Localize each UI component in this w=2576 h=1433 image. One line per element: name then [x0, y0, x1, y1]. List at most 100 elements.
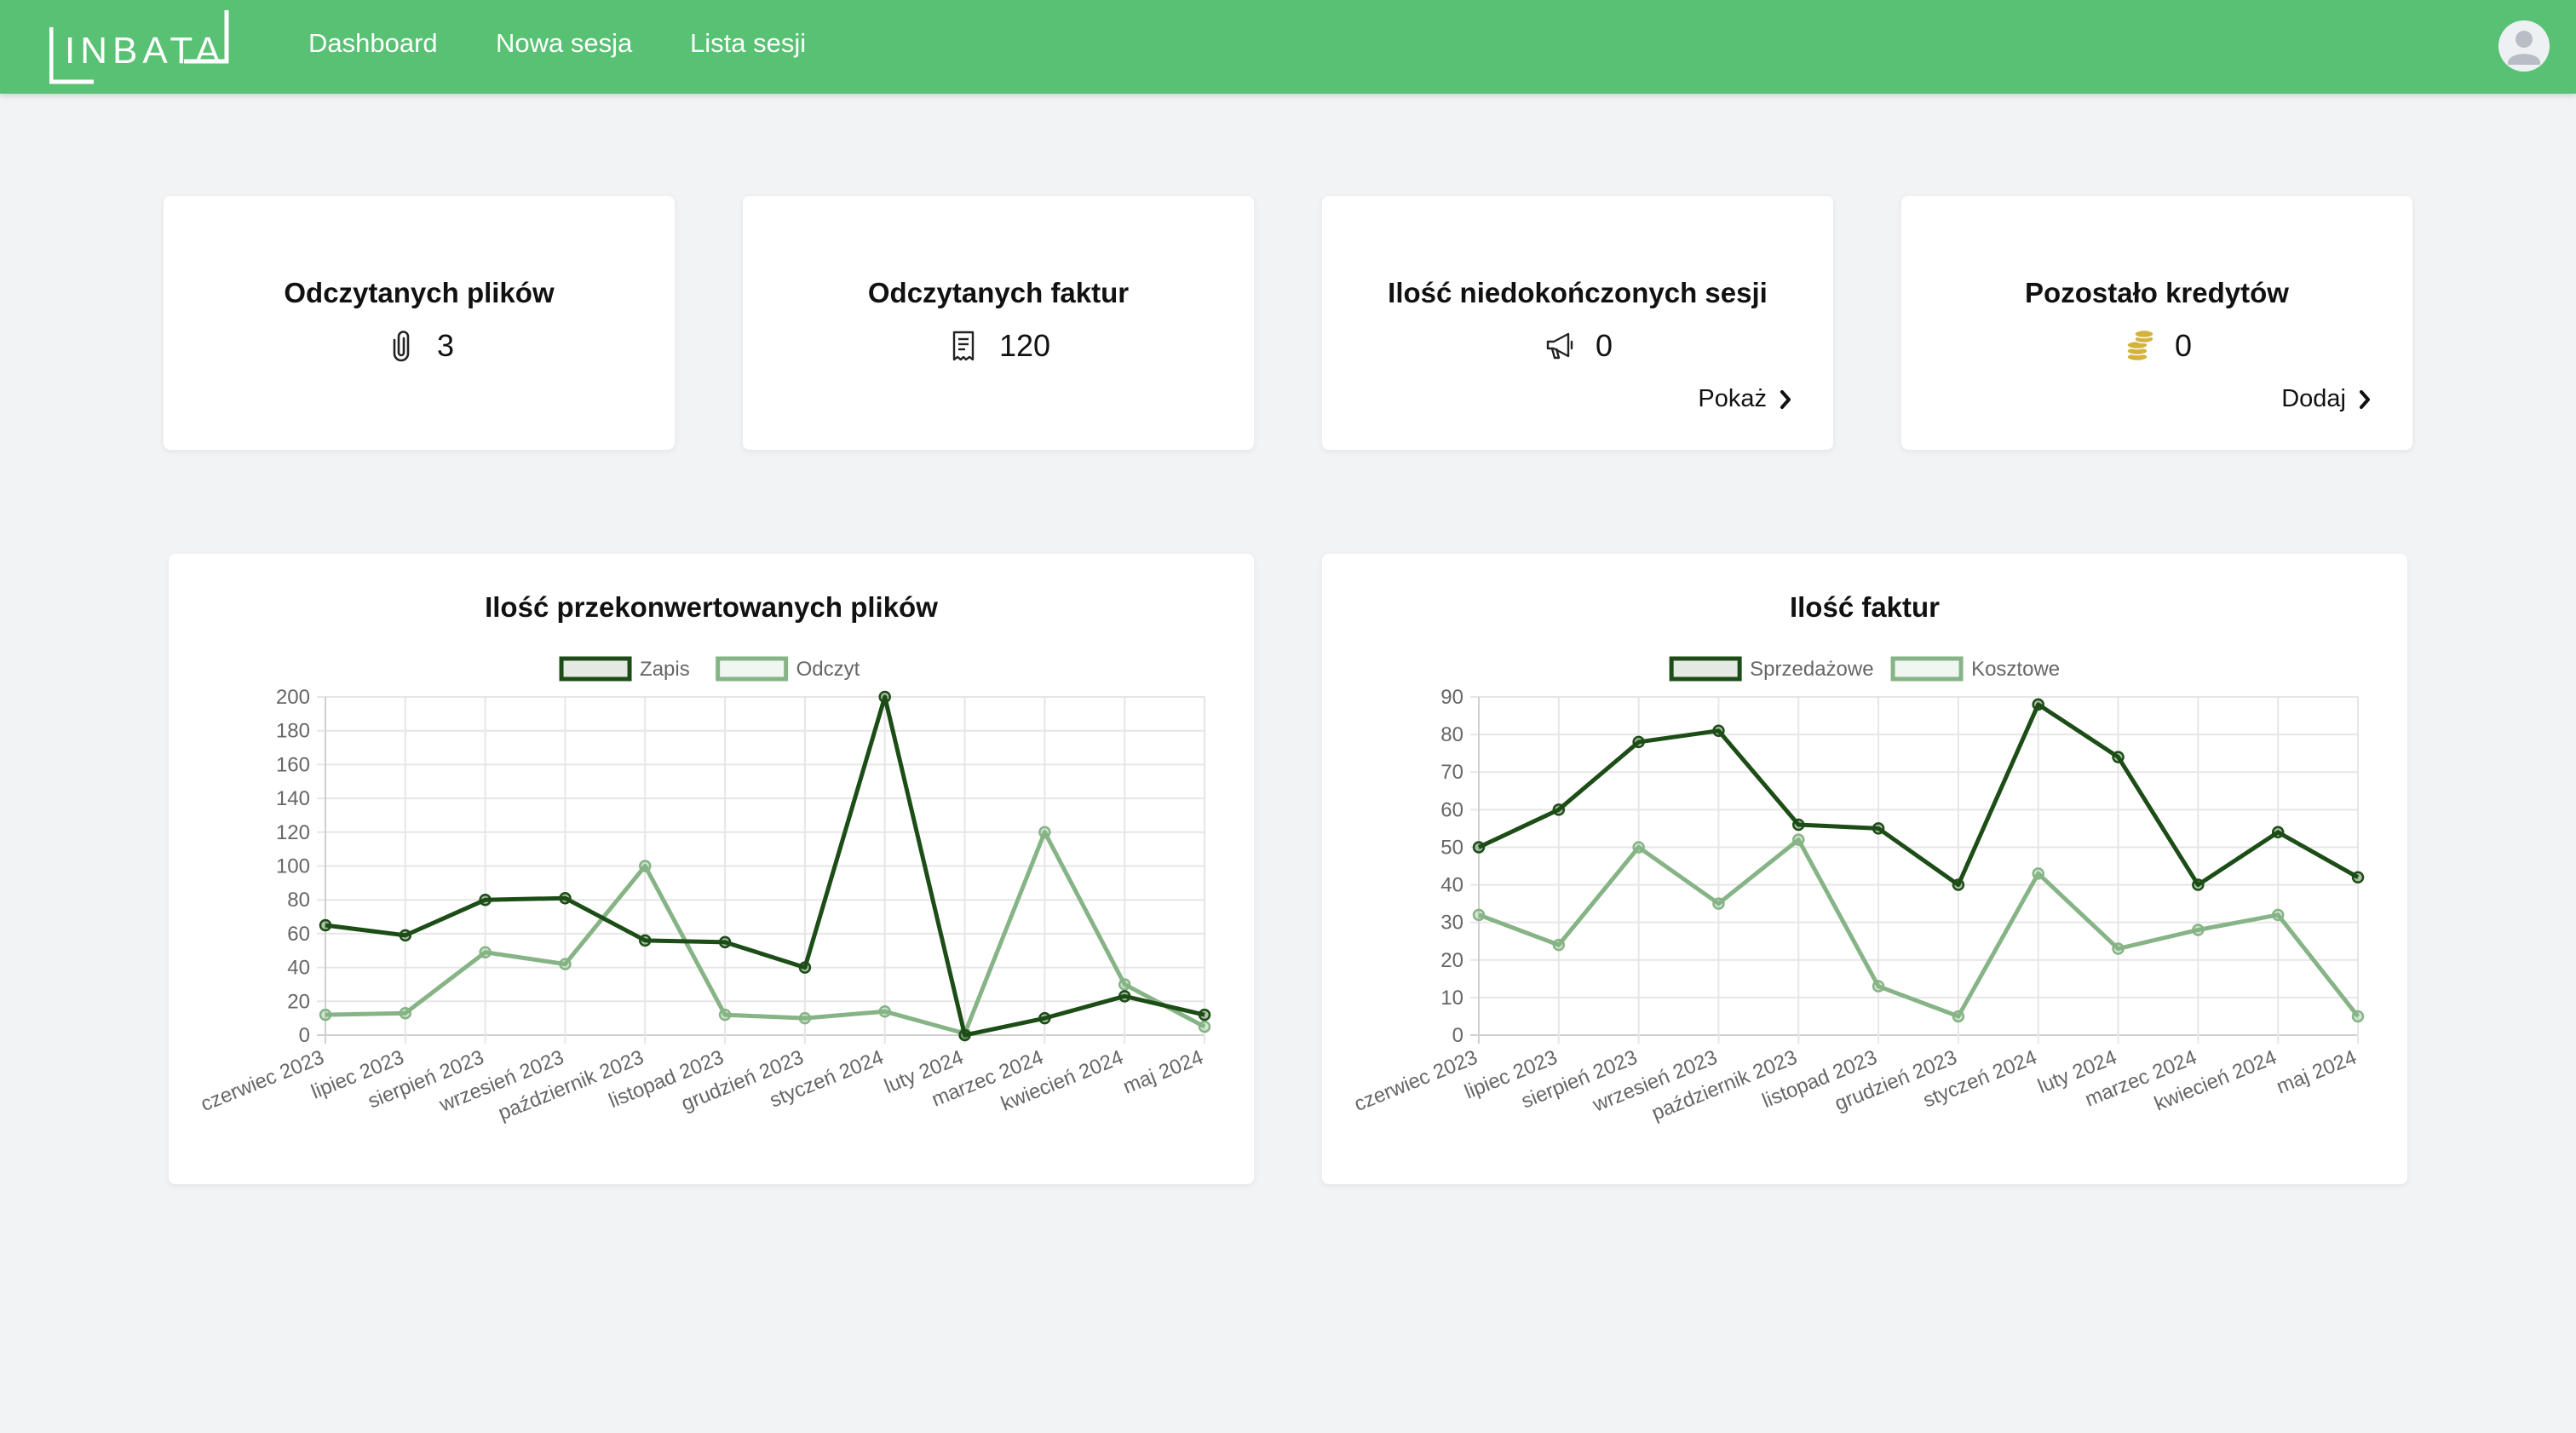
logo-text: INBATA [65, 30, 225, 72]
chevron-right-icon [2360, 389, 2370, 409]
data-point [1952, 878, 1965, 891]
user-avatar[interactable] [2498, 20, 2550, 72]
legend-item: Kosztowe [1890, 656, 2060, 682]
legend-item: Odczyt [716, 656, 860, 682]
series-kosztowe [1472, 833, 2365, 1023]
y-tick-label: 100 [276, 855, 310, 878]
y-tick-label: 120 [276, 821, 310, 844]
stat-card-remaining-credits: Pozostało kredytów 0 Dodaj [1901, 196, 2412, 450]
legend-swatch [1669, 656, 1742, 682]
data-point [878, 1004, 891, 1018]
legend-label: Kosztowe [1971, 658, 2060, 681]
x-tick-label: czerwiec 2023 [198, 1046, 327, 1117]
legend-swatch [559, 656, 632, 682]
data-point [2271, 826, 2285, 839]
data-point [479, 893, 492, 906]
user-icon [2508, 31, 2540, 65]
show-sessions-link[interactable]: Pokaż [1698, 385, 1792, 413]
legend-swatch [716, 656, 789, 682]
invoices-chart: Ilość faktur Sprzedażowe Kosztowe 0 10 20 30 40… [1351, 591, 2365, 1125]
chart-grid [1470, 696, 2359, 1044]
data-point [1472, 908, 1486, 922]
stat-value: 0 [1595, 328, 1613, 363]
data-point [2351, 871, 2365, 883]
data-point [1792, 818, 1805, 832]
stat-title: Odczytanych plików [284, 277, 555, 308]
y-tick-label: 160 [276, 753, 310, 776]
converted-files-chart: Ilość przekonwertowanych plików Zapis Odcz… [198, 591, 1211, 1125]
data-point [2192, 878, 2205, 891]
legend-swatch [1890, 656, 1964, 682]
inbata-logo[interactable]: INBATA [49, 9, 237, 89]
nav-dashboard[interactable]: Dashboard [308, 28, 438, 58]
chart-title: Ilość przekonwertowanych plików [485, 591, 938, 623]
series-sprzedażowe [1472, 698, 2365, 891]
show-sessions-label: Pokaż [1698, 385, 1767, 412]
data-point [639, 934, 652, 947]
data-point [399, 1006, 412, 1020]
data-point [1472, 841, 1486, 854]
add-credits-link[interactable]: Dodaj [2281, 385, 2372, 413]
data-point [319, 1008, 332, 1022]
nav-new-session[interactable]: Nowa sesja [496, 28, 633, 58]
y-tick-label: 20 [1440, 949, 1463, 972]
legend-label: Odczyt [796, 658, 860, 681]
chart-grid [317, 696, 1205, 1044]
y-tick-label: 40 [1440, 874, 1463, 897]
series-line [325, 694, 1205, 1038]
data-point [1038, 1011, 1051, 1025]
data-point [1198, 1008, 1211, 1022]
stat-title: Odczytanych faktur [867, 277, 1130, 308]
data-point [1198, 1020, 1211, 1033]
data-point [1118, 990, 1131, 1003]
data-point [2112, 942, 2125, 955]
series-zapis [319, 690, 1211, 1042]
data-point [2271, 908, 2285, 922]
data-point [1872, 980, 1885, 993]
y-tick-label: 80 [287, 889, 310, 912]
y-tick-label: 200 [276, 686, 310, 709]
stat-card-read-files: Odczytanych plików 3 [164, 196, 675, 450]
data-point [1872, 822, 1885, 835]
chart-legend: Zapis Odczyt [559, 656, 860, 682]
y-tick-label: 90 [1440, 686, 1463, 709]
data-point [798, 961, 812, 974]
inbata-logo-mark: INBATA [49, 10, 229, 84]
nav-session-list[interactable]: Lista sesji [690, 28, 807, 58]
y-tick-label: 0 [299, 1024, 310, 1047]
megaphone-icon [1546, 332, 1573, 360]
legend-label: Zapis [640, 658, 690, 681]
legend-item: Sprzedażowe [1669, 656, 1874, 682]
series-line [1477, 702, 2360, 888]
series-odczyt [319, 826, 1211, 1040]
stat-title: Pozostało kredytów [2025, 277, 2289, 308]
data-point [1552, 938, 1566, 952]
stat-title: Ilość niedokończonych sesji [1388, 277, 1768, 308]
data-point [2032, 698, 2044, 711]
x-tick-label: maj 2024 [2274, 1046, 2360, 1099]
y-tick-label: 180 [276, 720, 310, 743]
data-point [1712, 724, 1725, 737]
y-tick-label: 40 [287, 957, 310, 980]
data-point [718, 935, 732, 949]
y-tick-label: 60 [287, 923, 310, 946]
data-point [1952, 1010, 1965, 1023]
data-point [559, 958, 572, 970]
data-point [2112, 751, 2125, 763]
data-point [319, 918, 332, 932]
data-point [1792, 833, 1805, 846]
y-tick-label: 10 [1440, 987, 1463, 1010]
chart-legend: Sprzedażowe Kosztowe [1669, 656, 2060, 682]
data-point [1118, 978, 1131, 991]
y-tick-label: 50 [1440, 836, 1463, 859]
data-point [399, 929, 412, 942]
stat-value: 3 [436, 328, 455, 363]
series-line [1478, 837, 2360, 1019]
data-point [958, 1028, 971, 1042]
invoice-icon [952, 331, 975, 361]
chart-title: Ilość faktur [1790, 591, 1940, 623]
chart-card-invoices: Ilość faktur Sprzedażowe Kosztowe 0 10 20 30 40… [1322, 554, 2407, 1184]
y-tick-label: 80 [1440, 723, 1463, 746]
stat-card-read-invoices: Odczytanych faktur 120 [743, 196, 1254, 450]
chart-card-converted-files: Ilość przekonwertowanych plików Zapis Odcz… [169, 554, 1254, 1184]
